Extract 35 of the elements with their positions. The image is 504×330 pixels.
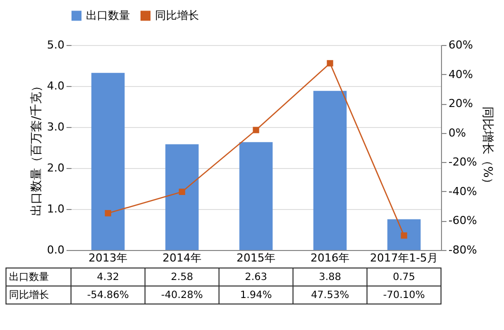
y2-tick-label: -20% (448, 156, 477, 169)
y2-tick-label: 60% (448, 38, 473, 52)
y-tick-label: 1.0 (47, 202, 64, 216)
text: 同比增长 (9, 290, 49, 301)
data-label: 2.58 (170, 272, 194, 283)
data-label: -70.10% (383, 290, 425, 301)
data-label: -40.28% (161, 290, 203, 301)
y-tick-label: 2.0 (47, 162, 64, 174)
legend-label: 出口数量 (86, 8, 130, 22)
y2-tick-label: -80% (448, 244, 477, 256)
legend-label: 同比增长 (155, 8, 199, 22)
data-label: 3.88 (318, 272, 342, 283)
x-tick-label: 2017年1-5月 (370, 252, 438, 264)
y-tick-label: 0.0 (47, 244, 64, 256)
data-label: 2.63 (244, 272, 268, 283)
y2-tick-label: -60% (448, 214, 477, 228)
x-tick-label: 2013年 (88, 252, 128, 264)
y2-tick-label: 20% (448, 97, 473, 110)
data-label: 1.94% (240, 290, 272, 301)
y2-tick-label: -40% (448, 184, 477, 198)
data-label: 0.75 (392, 272, 416, 283)
data-label: -54.86% (87, 290, 129, 301)
y-tick-label: 3.0 (47, 120, 64, 134)
data-label: 47.53% (310, 290, 350, 301)
y-tick-label: 4.0 (47, 80, 64, 92)
x-tick-label: 2015年 (236, 252, 276, 264)
y2-tick-label: 0% (448, 126, 466, 140)
y-axis-title: 出口数量（百万套/千克） (29, 80, 44, 216)
x-tick-label: 2016年 (310, 252, 350, 264)
y-tick-label: 5.0 (47, 38, 64, 52)
y2-axis-title: 同比增长（%） (480, 106, 495, 190)
y2-tick-label: 40% (448, 68, 473, 81)
x-tick-label: 2014年 (162, 252, 202, 264)
data-label: 4.32 (96, 272, 120, 283)
text: 出口数量 (9, 272, 49, 283)
